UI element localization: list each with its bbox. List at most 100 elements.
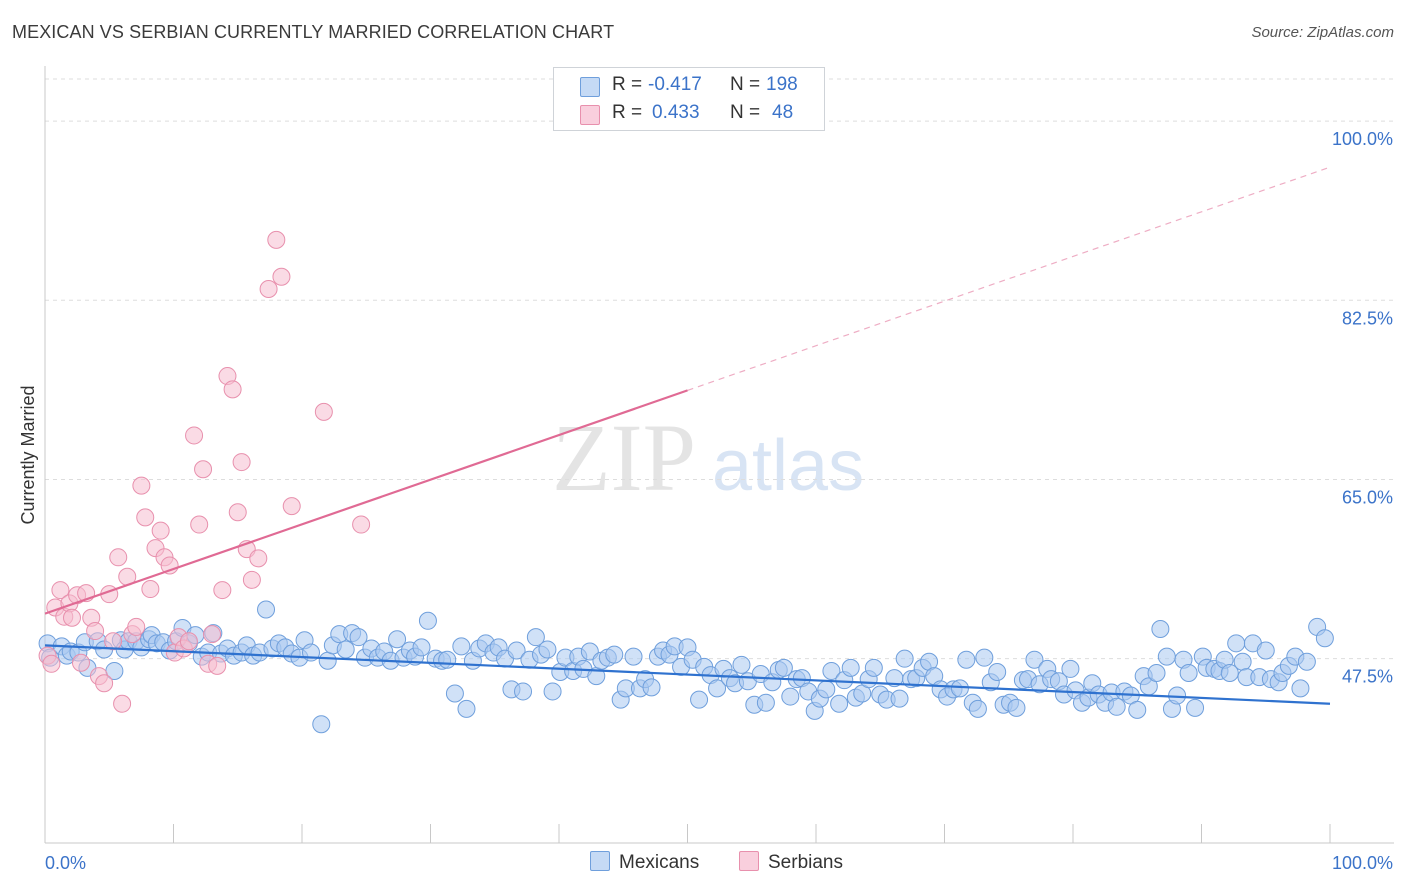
legend-item-serbians[interactable]: Serbians [739, 851, 843, 874]
mexicans-point [543, 682, 562, 701]
mexicans-point [349, 628, 368, 647]
serbians-point [242, 570, 261, 589]
mexicans-point [642, 678, 661, 697]
axes [44, 66, 1394, 844]
mexicans-point [605, 645, 624, 664]
mexicans-point [890, 689, 909, 708]
serbians-point [127, 617, 146, 636]
mexicans-point [336, 640, 355, 659]
mexicans-point [822, 661, 841, 680]
mexicans-point [957, 650, 976, 669]
mexicans-point [1128, 700, 1147, 719]
mexicans-point [756, 693, 775, 712]
mexicans-points [38, 600, 1334, 734]
mexicans-point [457, 699, 476, 718]
mexicans-point [988, 662, 1007, 681]
mexicans-point [1107, 697, 1126, 716]
mexicans-point [412, 638, 431, 657]
serbians-point [179, 632, 198, 651]
serbians-point [282, 497, 301, 516]
source-label: Source: ZipAtlas.com [1251, 24, 1394, 41]
serbians-point [136, 508, 155, 527]
y-tick-label: 82.5% [1342, 308, 1393, 328]
mexicans-point [312, 715, 331, 734]
y-tick-label: 47.5% [1342, 667, 1393, 687]
y-axis-label: Currently Married [18, 385, 38, 524]
serbians-legend-label: Serbians [768, 852, 843, 873]
legend-item-mexicans[interactable]: Mexicans [590, 851, 699, 874]
serbians-swatch [580, 105, 600, 125]
mexicans-point [1220, 664, 1239, 683]
correlation-legend: R = -0.417 N = 198 R = 0.433 N = 48 [553, 67, 825, 131]
serbians-point [314, 402, 333, 421]
serbians-point [71, 653, 90, 672]
mexicans-point [841, 658, 860, 677]
serbians-point [104, 632, 123, 651]
legend-n-label: N = [730, 74, 761, 95]
serbians-point [51, 581, 70, 600]
serbians-point [86, 622, 105, 641]
serbians-point [259, 280, 278, 299]
serbians-legend-swatch [739, 851, 759, 871]
mexicans-swatch [580, 77, 600, 97]
serbians-point [95, 674, 114, 693]
serbians-point [232, 453, 251, 472]
mexicans-point [538, 640, 557, 659]
legend-n-value: 198 [766, 74, 798, 95]
serbians-trend-line [44, 389, 688, 615]
mexicans-point [1157, 647, 1176, 666]
mexicans-point [864, 658, 883, 677]
serbians-point [141, 580, 160, 599]
serbians-point [272, 267, 291, 286]
mexicans-point [1297, 652, 1316, 671]
mexicans-point [817, 680, 836, 699]
mexicans-point [895, 649, 914, 668]
mexicans-point [318, 651, 337, 670]
mexicans-trend-line [44, 644, 1331, 705]
mexicans-point [781, 687, 800, 706]
serbians-point [42, 654, 61, 673]
mexicans-point [452, 637, 471, 656]
serbians-trend-extension [687, 166, 1331, 391]
mexicans-point [830, 694, 849, 713]
x-tick-label: 100.0% [1332, 853, 1393, 873]
legend-n-label: N = [730, 102, 761, 123]
mexicans-point [1025, 650, 1044, 669]
serbians-point [228, 503, 247, 522]
serbians-point [190, 515, 209, 534]
mexicans-point [1147, 664, 1166, 683]
legend-r-label: R = [612, 74, 643, 95]
mexicans-point [690, 690, 709, 709]
mexicans-point [708, 679, 727, 698]
serbians-point [132, 476, 151, 495]
mexicans-point [975, 648, 994, 667]
mexicans-point [1007, 698, 1026, 717]
mexicans-legend-label: Mexicans [619, 852, 700, 873]
mexicans-point [514, 682, 533, 701]
mexicans-point [1151, 619, 1170, 638]
mexicans-legend-swatch [590, 851, 610, 871]
mexicans-point [1179, 664, 1198, 683]
mexicans-point [526, 628, 545, 647]
mexicans-point [507, 641, 526, 660]
mexicans-point [1061, 659, 1080, 678]
legend-r-label: R = [612, 102, 643, 123]
y-tick-label: 100.0% [1332, 129, 1393, 149]
serbians-point [185, 426, 204, 445]
legend-row-serbians: R = 0.433 N = 48 [554, 100, 824, 128]
serbians-point [62, 608, 81, 627]
serbians-point [208, 656, 227, 675]
mexicans-point [1256, 641, 1275, 660]
mexicans-point [445, 684, 464, 703]
legend-n-value: 48 [772, 102, 794, 123]
y-tick-label: 65.0% [1342, 487, 1393, 507]
serbians-point [113, 694, 132, 713]
serbians-point [267, 230, 286, 249]
mexicans-point [438, 650, 457, 669]
mexicans-point [418, 611, 437, 630]
trend-lines [44, 166, 1331, 705]
tick-labels: 47.5% 65.0% 82.5% 100.0% 0.0% 100.0% [45, 129, 1393, 873]
serbians-point [223, 380, 242, 399]
mexicans-point [1186, 698, 1205, 717]
